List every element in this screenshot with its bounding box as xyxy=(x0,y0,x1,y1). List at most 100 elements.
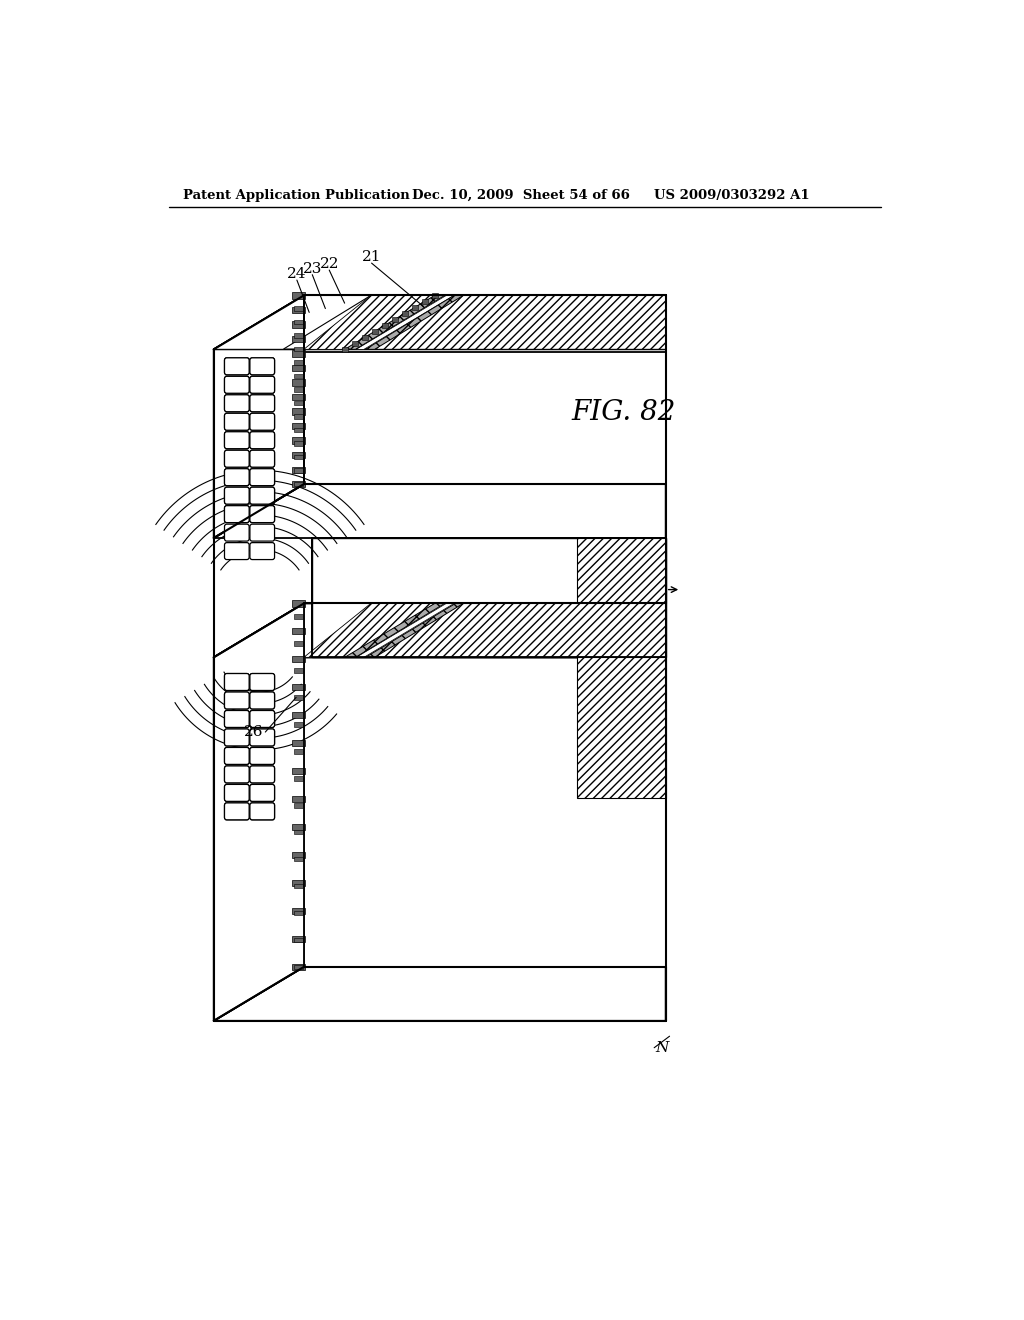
Polygon shape xyxy=(292,350,304,356)
FancyBboxPatch shape xyxy=(250,413,274,430)
FancyBboxPatch shape xyxy=(250,673,274,690)
Polygon shape xyxy=(294,748,303,754)
Polygon shape xyxy=(294,347,303,351)
FancyBboxPatch shape xyxy=(250,784,274,801)
Polygon shape xyxy=(292,451,304,458)
Polygon shape xyxy=(294,414,303,418)
Polygon shape xyxy=(304,296,435,350)
FancyBboxPatch shape xyxy=(224,469,249,486)
FancyBboxPatch shape xyxy=(250,358,274,375)
Text: 24: 24 xyxy=(287,267,306,281)
FancyBboxPatch shape xyxy=(250,747,274,764)
Polygon shape xyxy=(292,321,304,327)
FancyBboxPatch shape xyxy=(250,710,274,727)
Polygon shape xyxy=(342,347,348,351)
Polygon shape xyxy=(292,379,304,385)
FancyBboxPatch shape xyxy=(224,432,249,449)
FancyBboxPatch shape xyxy=(224,506,249,523)
FancyBboxPatch shape xyxy=(224,803,249,820)
FancyBboxPatch shape xyxy=(250,376,274,393)
Polygon shape xyxy=(292,628,304,635)
Polygon shape xyxy=(294,482,303,487)
FancyBboxPatch shape xyxy=(224,747,249,764)
FancyBboxPatch shape xyxy=(250,487,274,504)
FancyBboxPatch shape xyxy=(224,766,249,783)
Polygon shape xyxy=(294,374,303,379)
Text: FIG. 82: FIG. 82 xyxy=(571,399,676,426)
Polygon shape xyxy=(292,824,304,830)
Polygon shape xyxy=(294,319,303,325)
FancyBboxPatch shape xyxy=(250,803,274,820)
FancyBboxPatch shape xyxy=(224,729,249,746)
Polygon shape xyxy=(304,603,435,657)
FancyBboxPatch shape xyxy=(250,469,274,486)
FancyBboxPatch shape xyxy=(224,710,249,727)
FancyBboxPatch shape xyxy=(224,395,249,412)
Polygon shape xyxy=(292,656,304,663)
FancyBboxPatch shape xyxy=(250,413,274,430)
Polygon shape xyxy=(294,441,303,446)
FancyBboxPatch shape xyxy=(250,673,274,690)
FancyBboxPatch shape xyxy=(224,487,249,504)
Polygon shape xyxy=(373,603,666,657)
FancyBboxPatch shape xyxy=(224,710,249,727)
Polygon shape xyxy=(422,300,428,304)
Polygon shape xyxy=(373,296,666,350)
Polygon shape xyxy=(294,911,303,915)
Polygon shape xyxy=(578,539,666,603)
Polygon shape xyxy=(432,293,438,298)
FancyBboxPatch shape xyxy=(224,376,249,393)
FancyBboxPatch shape xyxy=(250,376,274,393)
FancyBboxPatch shape xyxy=(224,469,249,486)
FancyBboxPatch shape xyxy=(224,413,249,430)
FancyBboxPatch shape xyxy=(250,432,274,449)
Text: Patent Application Publication: Patent Application Publication xyxy=(183,189,410,202)
Polygon shape xyxy=(294,333,303,338)
Polygon shape xyxy=(294,642,303,645)
Polygon shape xyxy=(214,296,304,539)
Text: N: N xyxy=(655,1040,669,1055)
Polygon shape xyxy=(214,296,304,539)
FancyBboxPatch shape xyxy=(250,432,274,449)
Polygon shape xyxy=(292,437,304,444)
Polygon shape xyxy=(366,603,463,657)
Polygon shape xyxy=(292,364,304,371)
Polygon shape xyxy=(296,296,666,352)
FancyBboxPatch shape xyxy=(250,692,274,709)
Polygon shape xyxy=(292,293,304,298)
Polygon shape xyxy=(214,603,666,657)
Polygon shape xyxy=(292,964,304,970)
Polygon shape xyxy=(391,317,397,322)
FancyBboxPatch shape xyxy=(224,506,249,523)
FancyBboxPatch shape xyxy=(250,747,274,764)
Polygon shape xyxy=(294,776,303,780)
FancyBboxPatch shape xyxy=(250,450,274,467)
Polygon shape xyxy=(361,335,368,339)
FancyBboxPatch shape xyxy=(224,803,249,820)
Polygon shape xyxy=(292,466,304,473)
FancyBboxPatch shape xyxy=(224,358,249,375)
FancyBboxPatch shape xyxy=(250,524,274,541)
FancyBboxPatch shape xyxy=(224,692,249,709)
FancyBboxPatch shape xyxy=(250,358,274,375)
FancyBboxPatch shape xyxy=(224,543,249,560)
FancyBboxPatch shape xyxy=(224,358,249,375)
Polygon shape xyxy=(214,484,666,539)
Polygon shape xyxy=(345,296,444,350)
FancyBboxPatch shape xyxy=(224,376,249,393)
Polygon shape xyxy=(356,603,454,657)
Polygon shape xyxy=(356,296,454,350)
Polygon shape xyxy=(294,401,303,405)
FancyBboxPatch shape xyxy=(250,729,274,746)
Polygon shape xyxy=(292,936,304,942)
Text: 26: 26 xyxy=(244,725,263,739)
FancyBboxPatch shape xyxy=(224,673,249,690)
Polygon shape xyxy=(294,469,303,473)
Polygon shape xyxy=(292,408,304,414)
Polygon shape xyxy=(214,296,371,350)
Polygon shape xyxy=(351,341,357,346)
Polygon shape xyxy=(214,603,666,657)
Polygon shape xyxy=(292,306,304,313)
Polygon shape xyxy=(345,603,444,657)
FancyBboxPatch shape xyxy=(224,747,249,764)
